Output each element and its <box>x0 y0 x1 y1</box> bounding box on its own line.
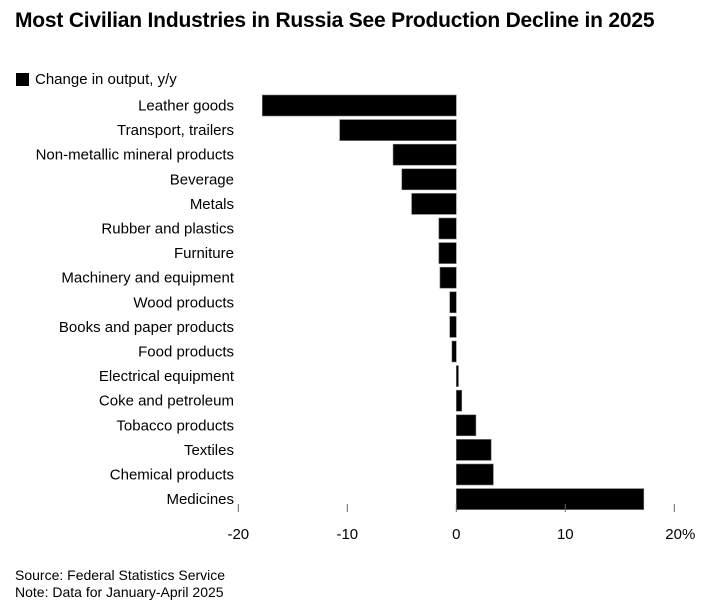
category-label: Rubber and plastics <box>101 221 234 238</box>
category-label: Books and paper products <box>59 319 234 336</box>
bar <box>455 365 459 387</box>
bar <box>392 143 457 166</box>
bar <box>438 217 457 240</box>
source-note: Source: Federal Statistics Service <box>15 567 226 583</box>
bar <box>411 193 457 215</box>
category-label: Leather goods <box>138 98 234 115</box>
bar <box>451 340 457 363</box>
bar <box>455 488 645 510</box>
bar <box>455 439 492 461</box>
chart-title: Most Civilian Industries in Russia See P… <box>15 9 655 32</box>
bar <box>455 389 463 412</box>
bar <box>339 119 457 141</box>
bar <box>261 94 457 117</box>
x-tick-label: -10 <box>336 526 358 543</box>
category-label: Food products <box>138 344 234 361</box>
category-label: Medicines <box>166 491 234 508</box>
data-note: Note: Data for January-April 2025 <box>15 584 224 600</box>
category-label: Metals <box>190 196 234 213</box>
x-tick-label: 10 <box>557 526 574 543</box>
bar <box>438 242 457 264</box>
category-label: Chemical products <box>110 467 234 484</box>
category-label: Transport, trailers <box>117 122 234 139</box>
category-label: Electrical equipment <box>99 368 235 385</box>
category-label: Beverage <box>170 171 234 188</box>
category-label: Tobacco products <box>116 417 234 434</box>
bar <box>455 414 477 437</box>
x-tick-label: 20% <box>665 526 695 543</box>
category-label: Machinery and equipment <box>61 270 234 287</box>
bar <box>449 291 457 314</box>
x-tick-label: 0 <box>452 526 460 543</box>
bar <box>439 266 457 289</box>
category-label: Furniture <box>174 245 234 262</box>
legend: Change in output, y/y <box>16 71 177 88</box>
category-label: Non-metallic mineral products <box>36 147 234 164</box>
category-label: Wood products <box>133 294 234 311</box>
bar <box>401 168 457 191</box>
bar <box>449 316 457 338</box>
x-tick-label: -20 <box>227 526 249 543</box>
category-label: Coke and petroleum <box>99 393 234 410</box>
bar <box>455 463 494 486</box>
legend-swatch <box>16 73 29 86</box>
category-label: Textiles <box>184 442 234 459</box>
legend-label: Change in output, y/y <box>35 71 177 88</box>
